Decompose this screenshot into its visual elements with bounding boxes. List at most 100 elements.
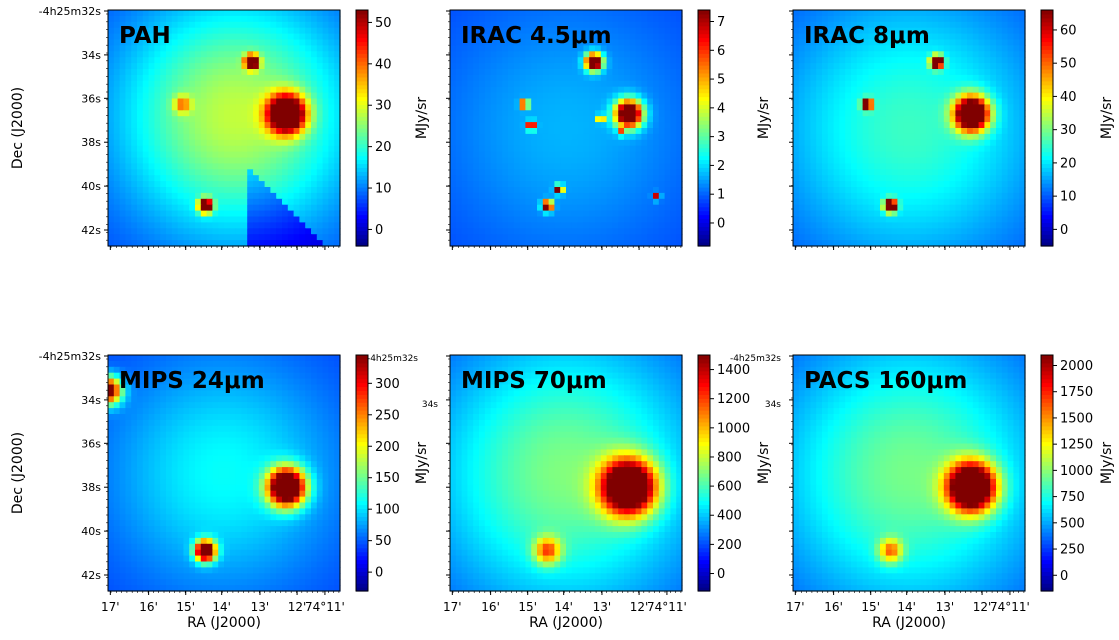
heatmap-cell: [798, 151, 806, 159]
heatmap-cell: [212, 74, 219, 82]
heatmap-cell: [641, 198, 648, 206]
heatmap-cell: [137, 116, 144, 123]
heatmap-cell: [897, 98, 904, 105]
heatmap-cell: [131, 175, 138, 182]
heatmap-cell: [810, 192, 817, 200]
heatmap-cell: [229, 63, 237, 70]
heatmap-cell: [676, 216, 683, 223]
heatmap-cell: [473, 27, 480, 35]
heatmap-cell: [490, 116, 497, 123]
heatmap-cell: [658, 240, 666, 247]
heatmap-cell: [822, 92, 829, 100]
heatmap-cell: [554, 204, 561, 212]
heatmap-cell: [612, 192, 619, 200]
heatmap-cell: [664, 15, 671, 23]
heatmap-cell: [467, 33, 474, 41]
heatmap-cell: [804, 210, 811, 218]
heatmap-cell: [154, 57, 161, 64]
heatmap-cell: [166, 116, 173, 123]
heatmap-cell: [943, 15, 951, 23]
heatmap-cell: [322, 98, 329, 105]
heatmap-cell: [1001, 175, 1009, 182]
heatmap-cell: [903, 33, 910, 41]
heatmap-cell: [137, 39, 144, 46]
heatmap-cell: [798, 175, 806, 182]
heatmap-cell: [943, 151, 951, 159]
heatmap-cell: [484, 15, 492, 23]
heatmap-cell: [537, 204, 544, 212]
heatmap-cell: [450, 122, 457, 129]
heatmap-cell: [589, 181, 596, 188]
heatmap-cell: [287, 163, 295, 170]
heatmap-cell: [920, 104, 927, 111]
heatmap-cell: [990, 27, 997, 35]
heatmap-cell: [885, 169, 893, 176]
heatmap-cell: [206, 74, 213, 82]
heatmap-cell: [897, 116, 904, 123]
heatmap-cell: [322, 45, 329, 52]
heatmap-cell: [612, 228, 619, 235]
heatmap-cell: [1001, 63, 1009, 70]
heatmap-cell: [926, 157, 933, 164]
heatmap-cell: [548, 157, 555, 164]
heatmap-cell: [658, 128, 666, 135]
heatmap-cell: [287, 181, 295, 188]
heatmap-cell: [972, 63, 980, 70]
heatmap-cell: [880, 216, 887, 223]
heatmap-cell: [653, 45, 660, 52]
heatmap-cell: [218, 33, 225, 41]
heatmap-cell: [270, 74, 277, 82]
heatmap-cell: [589, 169, 596, 176]
heatmap-cell: [606, 181, 613, 188]
heatmap-cell: [827, 15, 835, 23]
heatmap-cell: [967, 210, 974, 218]
heatmap-cell: [583, 110, 590, 117]
heatmap-cell: [316, 45, 324, 52]
heatmap-cell: [839, 39, 846, 46]
heatmap-cell: [885, 175, 893, 182]
heatmap-cell: [833, 27, 840, 35]
heatmap-cell: [839, 104, 846, 111]
colorbar-cell: [698, 183, 710, 188]
heatmap-cell: [984, 15, 991, 23]
heatmap-cell: [885, 163, 893, 170]
heatmap-cell: [328, 110, 335, 117]
heatmap-cell: [624, 192, 631, 200]
heatmap-cell: [885, 45, 893, 52]
heatmap-cell: [972, 51, 980, 58]
heatmap-cell: [316, 122, 324, 129]
heatmap-cell: [177, 234, 184, 241]
heatmap-cell: [647, 222, 654, 229]
heatmap-cell: [154, 122, 161, 129]
heatmap-cell: [943, 204, 951, 212]
heatmap-cell: [938, 92, 945, 100]
heatmap-cell: [455, 169, 463, 176]
heatmap-cell: [647, 139, 654, 147]
heatmap-cell: [166, 181, 173, 188]
heatmap-cell: [119, 222, 126, 229]
heatmap-cell: [571, 181, 579, 188]
heatmap-cell: [148, 169, 155, 176]
heatmap-cell: [461, 157, 468, 164]
heatmap-cell: [822, 63, 829, 70]
heatmap-cell: [125, 187, 132, 194]
heatmap-cell: [484, 92, 492, 100]
heatmap-cell: [287, 116, 295, 123]
colorbar-cell: [356, 25, 368, 31]
heatmap-cell: [305, 92, 312, 100]
heatmap-cell: [282, 139, 289, 147]
heatmap-cell: [990, 33, 997, 41]
heatmap-cell: [810, 74, 817, 82]
heatmap-cell: [793, 15, 800, 23]
heatmap-cell: [664, 86, 671, 94]
heatmap-cell: [589, 45, 596, 52]
heatmap-cell: [938, 116, 945, 123]
heatmap-cell: [166, 69, 173, 76]
heatmap-cell: [984, 98, 991, 105]
heatmap-cell: [851, 216, 858, 223]
heatmap-cell: [229, 74, 237, 82]
heatmap-cell: [955, 69, 962, 76]
heatmap-cell: [1013, 192, 1020, 200]
heatmap-cell: [334, 175, 341, 182]
heatmap-cell: [932, 110, 939, 117]
